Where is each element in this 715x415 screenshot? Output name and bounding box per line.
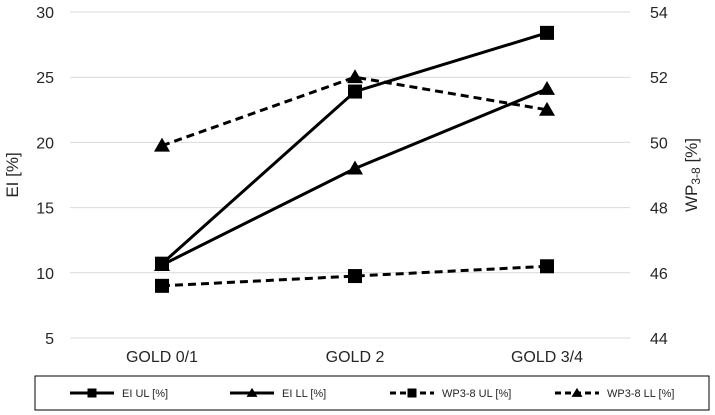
left-tick-label: 15 — [36, 201, 54, 218]
right-axis-title: WP3-8 [%] — [682, 138, 703, 212]
right-tick-label: 50 — [650, 135, 668, 152]
data-point-triangle — [347, 69, 363, 84]
legend-entry: EI LL [%] — [230, 387, 326, 400]
right-tick-label: 52 — [650, 70, 668, 87]
legend-marker-triangle — [571, 387, 583, 397]
left-axis-ticks: 5 10 15 20 25 30 — [36, 5, 54, 348]
category-axis-labels: GOLD 0/1 GOLD 2 GOLD 3/4 — [126, 349, 583, 366]
legend-entry: EI UL [%] — [70, 388, 168, 400]
series-line — [161, 31, 548, 265]
series-line — [161, 87, 548, 267]
right-axis-title-main: WP — [682, 185, 701, 212]
left-tick-label: 30 — [36, 5, 54, 22]
data-point-square — [348, 84, 362, 99]
right-tick-label: 46 — [650, 266, 668, 283]
legend-label: WP3-8 LL [%] — [607, 388, 674, 400]
category-label: GOLD 2 — [326, 349, 385, 366]
left-tick-label: 25 — [36, 70, 54, 87]
right-tick-label: 48 — [650, 201, 668, 218]
right-axis-title-unit: [%] — [682, 138, 701, 167]
right-tick-label: 54 — [650, 5, 668, 22]
series-3 — [155, 259, 554, 293]
data-point-square — [540, 259, 554, 274]
right-axis-ticks: 44 46 48 50 52 54 — [650, 5, 668, 348]
legend: EI UL [%] EI LL [%] WP3-8 UL [%] WP3-8 LL [… — [34, 375, 710, 411]
series-2 — [154, 80, 555, 271]
data-point-triangle — [539, 80, 555, 95]
data-point-triangle — [154, 256, 170, 271]
legend-entry: WP3-8 LL [%] — [555, 387, 674, 400]
gridlines — [70, 11, 630, 339]
legend-label: EI UL [%] — [122, 388, 168, 400]
data-point-triangle — [154, 137, 170, 152]
left-tick-label: 20 — [36, 135, 54, 152]
category-label: GOLD 3/4 — [511, 349, 583, 366]
right-axis-title-sub: 3-8 — [689, 167, 703, 185]
series-line — [161, 75, 548, 148]
left-tick-label: 5 — [45, 331, 54, 348]
legend-marker-square — [407, 388, 417, 398]
left-tick-label: 10 — [36, 266, 54, 283]
data-point-triangle — [539, 101, 555, 116]
series-layer — [154, 25, 555, 293]
right-tick-label: 44 — [650, 331, 668, 348]
data-point-triangle — [347, 160, 363, 175]
data-point-square — [540, 25, 554, 40]
legend-marker-triangle — [246, 387, 258, 397]
data-point-square — [155, 278, 169, 293]
legend-label: EI LL [%] — [282, 388, 326, 400]
left-axis-title: EI [%] — [3, 152, 22, 197]
series-4 — [154, 69, 555, 152]
category-label: GOLD 0/1 — [126, 349, 198, 366]
data-point-square — [348, 269, 362, 284]
legend-marker-square — [87, 388, 97, 398]
legend-label: WP3-8 UL [%] — [442, 388, 511, 400]
legend-entry: WP3-8 UL [%] — [390, 388, 511, 400]
series-1 — [155, 25, 554, 271]
